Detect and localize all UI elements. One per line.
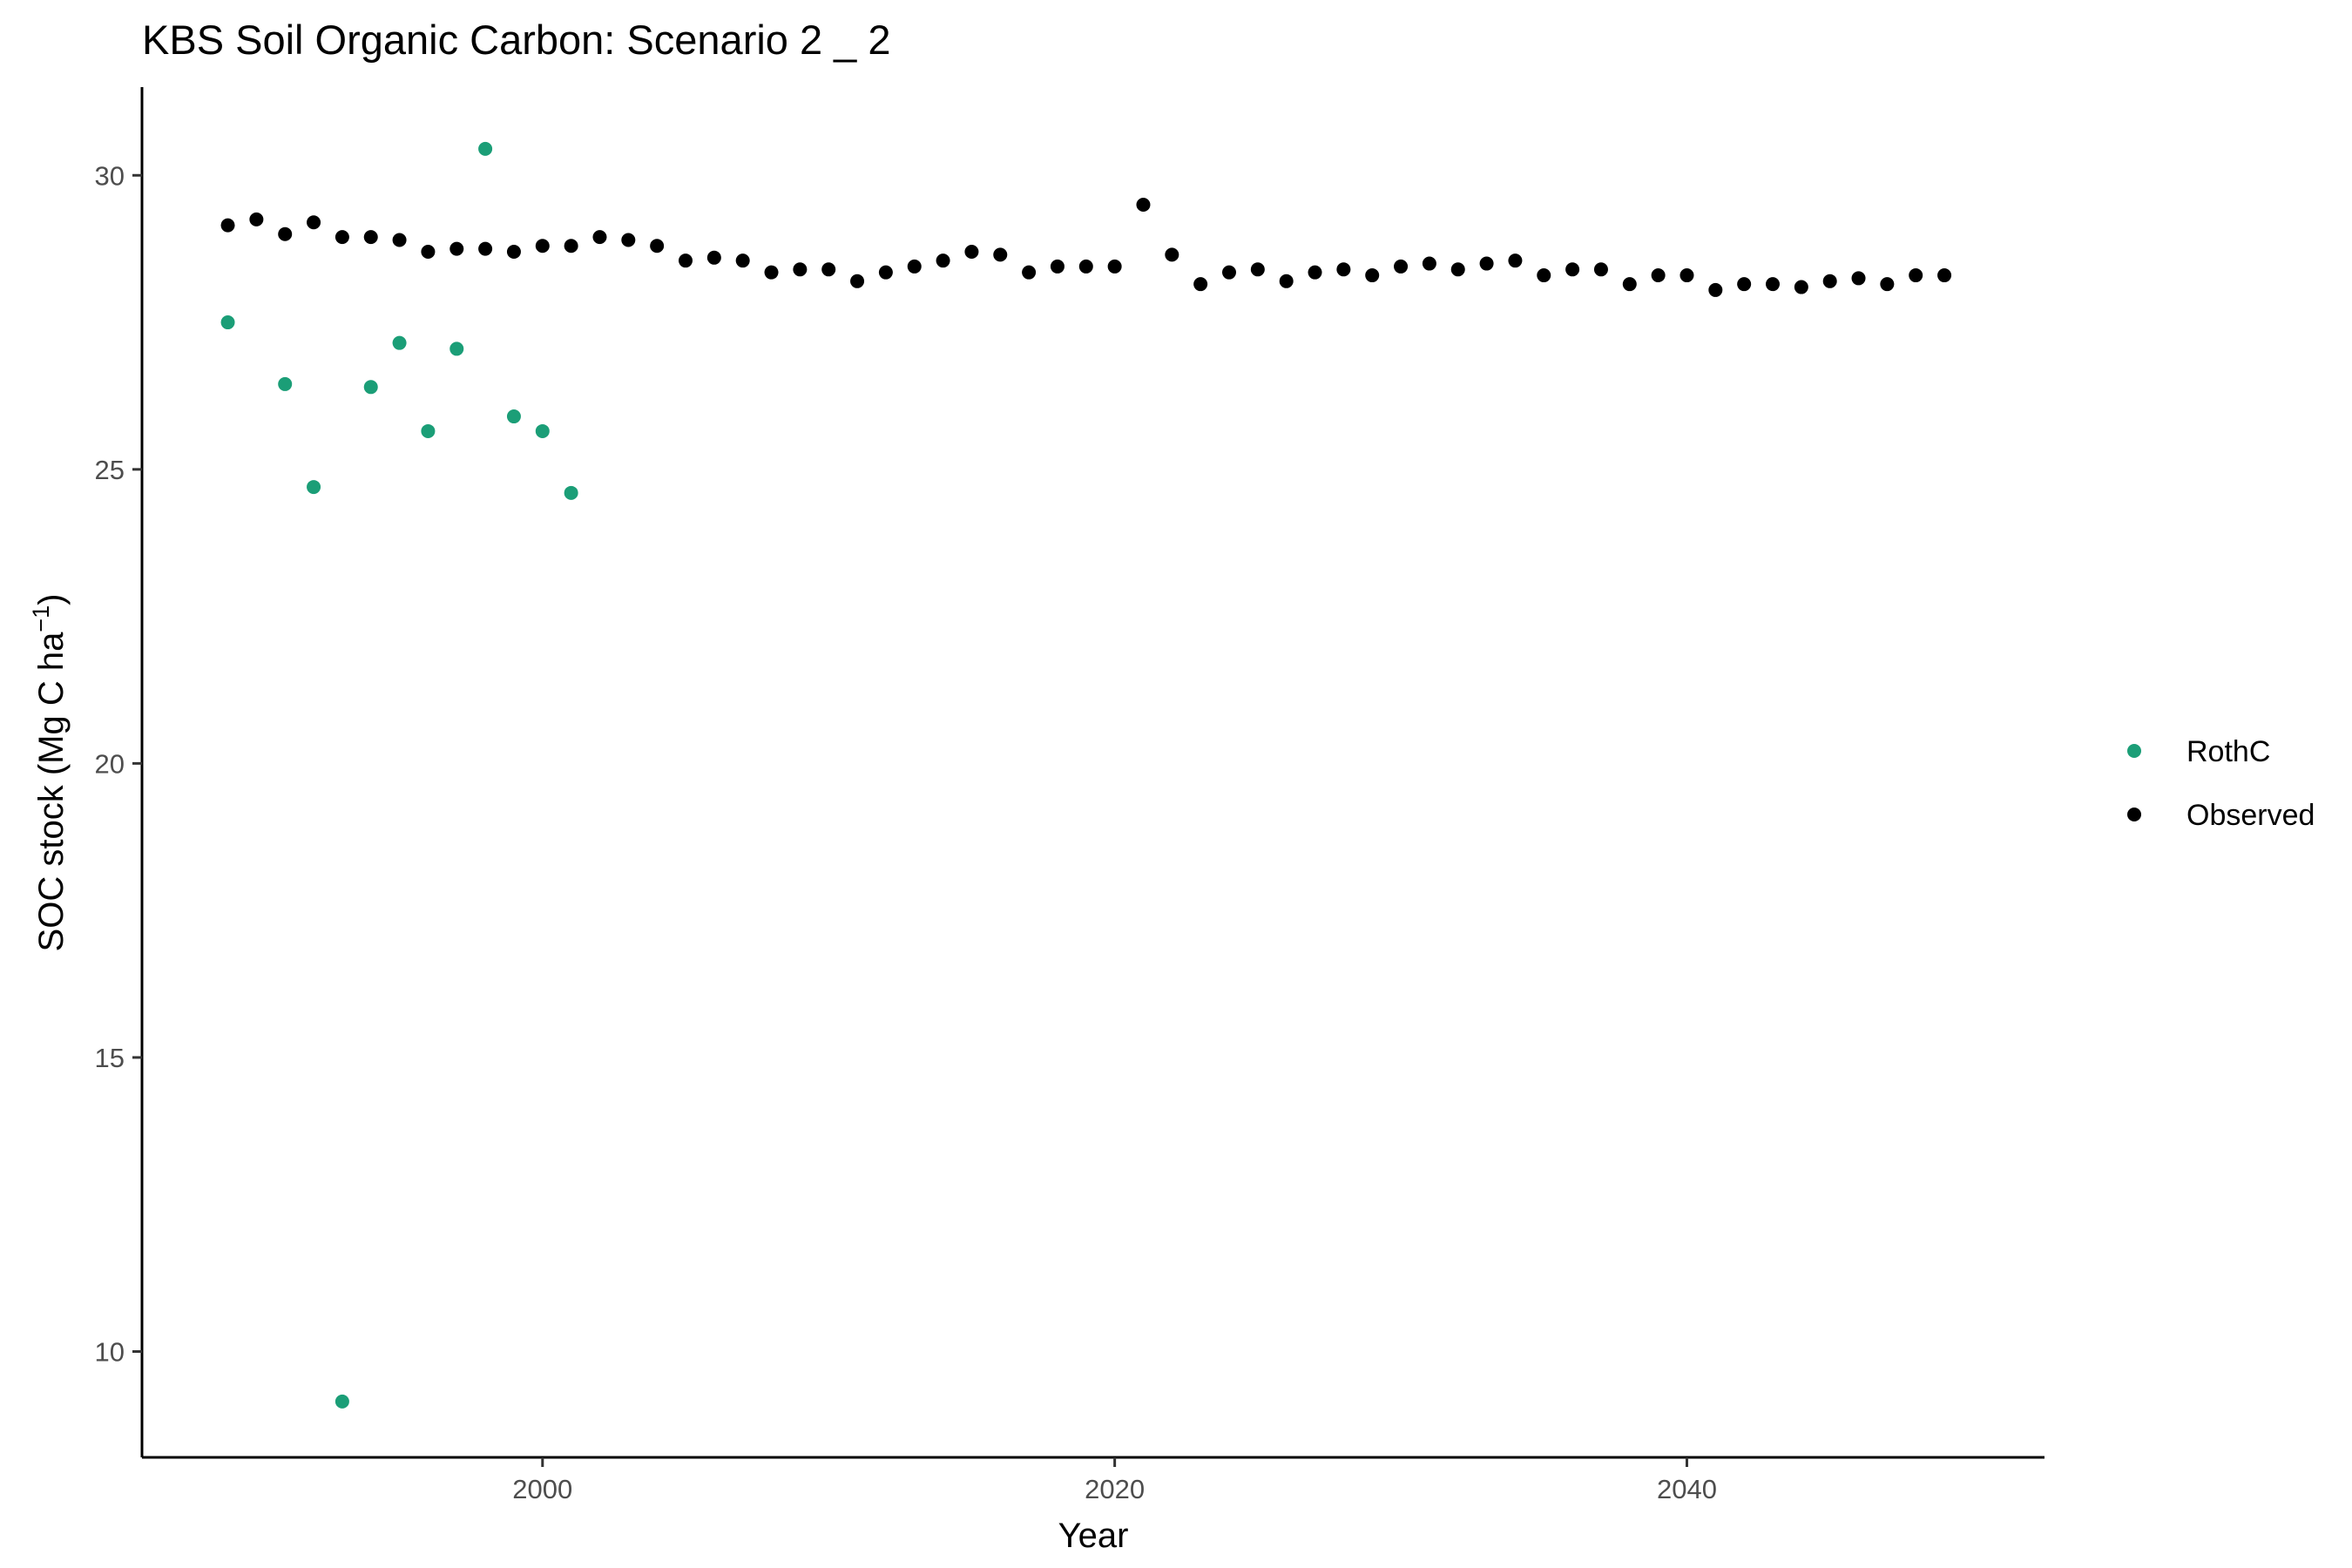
data-point-observed — [907, 259, 922, 274]
data-point-observed — [793, 262, 808, 277]
data-point-observed — [1165, 247, 1179, 262]
data-point-observed — [650, 239, 665, 253]
x-axis-ticks: 2000 2020 2040 — [512, 1457, 1717, 1504]
data-point-rothc — [564, 485, 578, 500]
data-point-observed — [421, 245, 436, 260]
series-observed — [220, 198, 1952, 297]
data-point-observed — [506, 245, 521, 260]
data-point-rothc — [449, 341, 464, 356]
data-point-rothc — [478, 141, 493, 156]
data-point-observed — [1708, 282, 1723, 297]
data-point-observed — [993, 247, 1008, 262]
data-point-rothc — [392, 335, 407, 350]
data-point-observed — [335, 230, 349, 245]
data-point-observed — [1394, 259, 1409, 274]
y-axis-title-close: ) — [32, 594, 71, 605]
data-point-observed — [535, 239, 550, 253]
data-point-rothc — [335, 1394, 349, 1409]
data-point-observed — [1422, 256, 1436, 271]
y-tick-label: 15 — [95, 1043, 125, 1073]
data-point-rothc — [307, 480, 321, 495]
data-point-observed — [363, 230, 378, 245]
chart-title: KBS Soil Organic Carbon: Scenario 2 _ 2 — [142, 17, 891, 63]
data-point-rothc — [506, 409, 521, 424]
data-point-observed — [1737, 277, 1752, 292]
data-point-observed — [706, 250, 721, 265]
data-point-observed — [478, 241, 493, 256]
data-point-observed — [878, 265, 893, 280]
y-axis-title: SOC stock (Mg C ha−1) — [28, 594, 71, 952]
y-tick-label: 30 — [95, 160, 125, 191]
data-point-observed — [1308, 265, 1322, 280]
data-point-observed — [564, 239, 578, 253]
data-point-observed — [1250, 262, 1265, 277]
data-point-observed — [1537, 268, 1551, 283]
data-point-observed — [1107, 259, 1122, 274]
data-point-observed — [249, 212, 264, 226]
data-point-observed — [1022, 265, 1037, 280]
data-point-observed — [1078, 259, 1093, 274]
data-point-observed — [936, 253, 950, 268]
data-point-observed — [679, 253, 693, 268]
data-point-observed — [1766, 277, 1780, 292]
data-point-observed — [307, 215, 321, 230]
data-point-observed — [1822, 274, 1837, 288]
series-rothc — [220, 141, 578, 1409]
data-point-rothc — [421, 423, 436, 438]
legend-label-rothc: RothC — [2186, 735, 2270, 768]
y-axis-ticks: 10 15 20 25 30 — [95, 160, 142, 1367]
y-tick-label: 20 — [95, 748, 125, 779]
legend-key-rothc — [2127, 744, 2141, 758]
data-point-rothc — [278, 376, 293, 391]
data-point-observed — [1279, 274, 1294, 288]
y-tick-label: 25 — [95, 455, 125, 485]
data-point-observed — [1680, 268, 1694, 283]
data-point-observed — [735, 253, 750, 268]
data-point-observed — [1622, 277, 1637, 292]
data-point-observed — [278, 226, 293, 241]
data-point-observed — [1479, 256, 1494, 271]
x-tick-label: 2040 — [1657, 1474, 1717, 1504]
data-point-observed — [1794, 280, 1808, 294]
legend-key-observed — [2127, 808, 2141, 821]
data-point-observed — [1565, 262, 1580, 277]
data-point-observed — [592, 230, 607, 245]
data-point-observed — [1937, 268, 1952, 283]
data-point-observed — [1651, 268, 1666, 283]
legend-label-observed: Observed — [2186, 799, 2315, 832]
data-point-observed — [1050, 259, 1064, 274]
y-axis-title-main: SOC stock (Mg C ha — [32, 632, 71, 952]
data-point-observed — [1136, 198, 1151, 213]
plot-area — [220, 141, 1952, 1409]
data-point-observed — [764, 265, 779, 280]
data-point-observed — [449, 241, 464, 256]
x-tick-label: 2000 — [512, 1474, 572, 1504]
data-point-observed — [1593, 262, 1608, 277]
y-tick-label: 10 — [95, 1336, 125, 1367]
y-axis-title-superscript: −1 — [28, 605, 54, 632]
data-point-observed — [850, 274, 865, 288]
data-point-observed — [964, 245, 979, 260]
data-point-observed — [821, 262, 836, 277]
data-point-observed — [1222, 265, 1236, 280]
data-point-observed — [621, 233, 636, 247]
data-point-rothc — [535, 423, 550, 438]
data-point-observed — [1450, 262, 1465, 277]
data-point-observed — [1851, 271, 1866, 286]
x-axis-title: Year — [1058, 1517, 1129, 1555]
data-point-observed — [1880, 277, 1895, 292]
data-point-observed — [1336, 262, 1351, 277]
data-point-observed — [1193, 277, 1208, 292]
legend: RothC Observed — [2127, 735, 2315, 832]
data-point-observed — [1508, 253, 1523, 268]
x-tick-label: 2020 — [1085, 1474, 1145, 1504]
data-point-rothc — [220, 315, 235, 330]
data-point-observed — [392, 233, 407, 247]
data-point-observed — [1909, 268, 1923, 283]
data-point-observed — [1365, 268, 1380, 283]
data-point-rothc — [363, 380, 378, 395]
data-point-observed — [220, 218, 235, 233]
